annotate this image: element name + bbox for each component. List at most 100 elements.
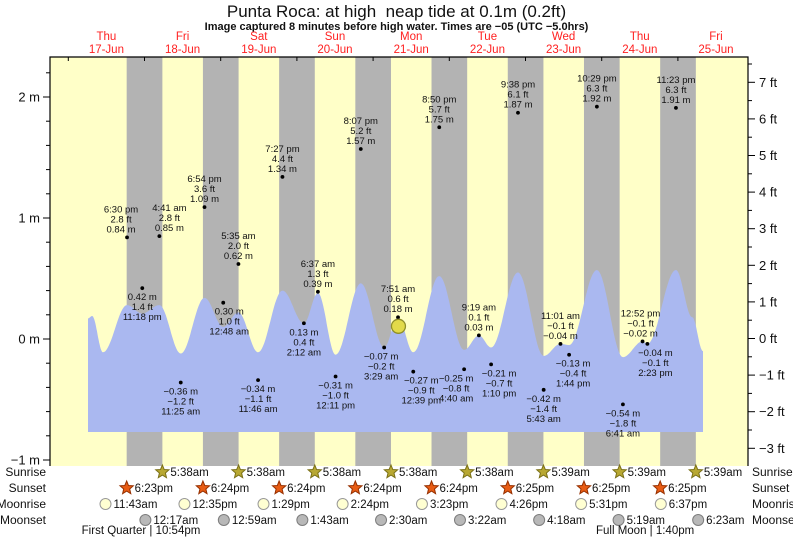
tide-extreme-dot: [558, 341, 563, 346]
tide-extreme-label: 1.3 ft: [307, 269, 328, 280]
tide-extreme-label: 6.3 ft: [665, 85, 686, 96]
tide-extreme-label: 7:51 am: [381, 284, 415, 295]
day-date-label: 18-Jun: [165, 44, 200, 56]
tide-extreme-dot: [640, 339, 645, 344]
tide-extreme-dot: [256, 378, 260, 383]
sunset-star-icon: [347, 479, 364, 495]
tide-extreme-label: 2:12 am: [287, 347, 321, 358]
tide-extreme-label: 8:50 pm: [422, 94, 456, 105]
moonset-time: 4:18am: [547, 515, 585, 527]
tide-extreme-dot: [462, 367, 467, 372]
tide-extreme-label: 0.4 ft: [293, 337, 314, 348]
day-name-label: Tue: [478, 31, 497, 43]
tide-extreme-label: 12:11 pm: [316, 401, 355, 412]
tide-extreme-label: 0.1 ft: [468, 312, 489, 323]
tide-extreme-dot: [358, 147, 363, 151]
sunset-time: 6:24pm: [211, 483, 249, 495]
ft-axis-label: 2 ft: [759, 258, 777, 273]
tide-extreme-label: 3:29 am: [364, 371, 398, 382]
tide-extreme-label: 9:38 pm: [501, 80, 535, 91]
tide-extreme-label: −0.25 m: [439, 373, 474, 384]
day-date-label: 17-Jun: [89, 44, 124, 56]
tide-extreme-label: −1.8 ft: [610, 418, 637, 429]
moon-phase-label: Full Moon | 1:40pm: [596, 525, 694, 537]
tide-extreme-label: −0.7 ft: [486, 378, 513, 389]
moonrise-time: 5:31pm: [589, 499, 627, 511]
tide-extreme-label: −0.54 m: [606, 408, 641, 419]
day-name-label: Mon: [400, 31, 422, 43]
tide-extreme-label: 1.4 ft: [132, 302, 153, 313]
tide-extreme-dot: [202, 205, 207, 210]
tide-extreme-dot: [382, 345, 387, 350]
moonset-time: 1:43am: [310, 515, 348, 527]
sunset-star-icon: [423, 479, 440, 495]
tide-extreme-dot: [645, 341, 650, 346]
moonset-time: 2:30am: [389, 515, 427, 527]
sunset-star-icon: [652, 479, 669, 495]
tide-curve-area: [88, 270, 703, 432]
tide-extreme-dot: [280, 174, 285, 179]
tide-extreme-dot: [157, 234, 162, 239]
day-name-label: Thu: [96, 31, 116, 43]
tide-extreme-label: −0.1 ft: [642, 358, 669, 369]
sunrise-time: 5:38am: [475, 467, 513, 479]
moonrise-circle-icon: [257, 498, 270, 510]
tide-extreme-label: 6:54 pm: [187, 174, 221, 185]
row-label-right: Moonset: [752, 513, 793, 527]
tide-extreme-label: 6.1 ft: [507, 90, 528, 101]
tide-extreme-label: −1.0 ft: [322, 391, 349, 402]
tide-extreme-label: −1.4 ft: [530, 404, 557, 415]
moonset-circle-icon: [296, 514, 309, 526]
moonset-circle-icon: [217, 514, 230, 526]
moonrise-circle-icon: [415, 498, 428, 510]
sunset-star-icon: [499, 479, 516, 495]
sunset-time: 6:24pm: [440, 483, 478, 495]
tide-extreme-label: 4:40 am: [439, 393, 473, 404]
sunset-time: 6:24pm: [287, 483, 325, 495]
tide-extreme-label: 9:19 am: [462, 302, 496, 313]
tide-extreme-label: −0.2 ft: [368, 361, 395, 372]
ft-axis-label: −3 ft: [759, 441, 785, 456]
tide-extreme-label: 7:27 pm: [265, 144, 299, 155]
sunrise-time: 5:39am: [551, 467, 589, 479]
row-label-left: Moonrise: [0, 497, 46, 511]
moonrise-time: 3:23pm: [430, 499, 468, 511]
day-name-label: Sun: [325, 31, 345, 43]
row-label-left: Sunset: [9, 481, 47, 495]
sunset-star-icon: [271, 479, 288, 495]
tide-extreme-dot: [221, 300, 226, 305]
tide-extreme-dot: [674, 105, 678, 110]
moonrise-circle-icon: [99, 498, 112, 510]
tide-extreme-label: 12:48 am: [209, 327, 249, 338]
day-date-label: 20-Jun: [317, 44, 352, 56]
sunset-time: 6:23pm: [135, 483, 173, 495]
tide-extreme-dot: [541, 387, 546, 392]
tide-extreme-dot: [621, 402, 625, 407]
page-subtitle: Image captured 8 minutes before high wat…: [204, 21, 589, 33]
tide-extreme-label: 1:44 pm: [556, 379, 590, 390]
moonset-time: 3:22am: [468, 515, 506, 527]
moonset-circle-icon: [612, 514, 625, 526]
tide-extreme-label: 6:30 pm: [104, 204, 138, 215]
tide-extreme-dot: [236, 262, 241, 266]
tide-extreme-dot: [437, 125, 442, 130]
m-axis-label: −1 m: [11, 453, 40, 468]
ft-axis-label: 7 ft: [759, 75, 777, 90]
tide-extreme-label: −0.34 m: [241, 384, 276, 395]
sunrise-time: 5:38am: [170, 467, 208, 479]
row-label-left: Moonset: [0, 513, 47, 527]
tide-extreme-label: 12:52 pm: [621, 308, 661, 319]
day-name-label: Wed: [552, 31, 575, 43]
moonset-circle-icon: [139, 514, 152, 526]
plot-border: [49, 56, 749, 466]
tide-extreme-label: 10:29 pm: [577, 74, 617, 85]
m-axis-label: 2 m: [18, 90, 40, 105]
current-time-marker: [390, 318, 407, 334]
sunrise-star-icon: [306, 463, 323, 479]
tide-extreme-label: −0.02 m: [623, 328, 658, 339]
sunrise-star-icon: [535, 463, 552, 479]
moonset-time: 12:17am: [153, 515, 198, 527]
tide-extreme-label: 2.0 ft: [228, 241, 249, 252]
day-name-label: Fri: [709, 31, 722, 43]
